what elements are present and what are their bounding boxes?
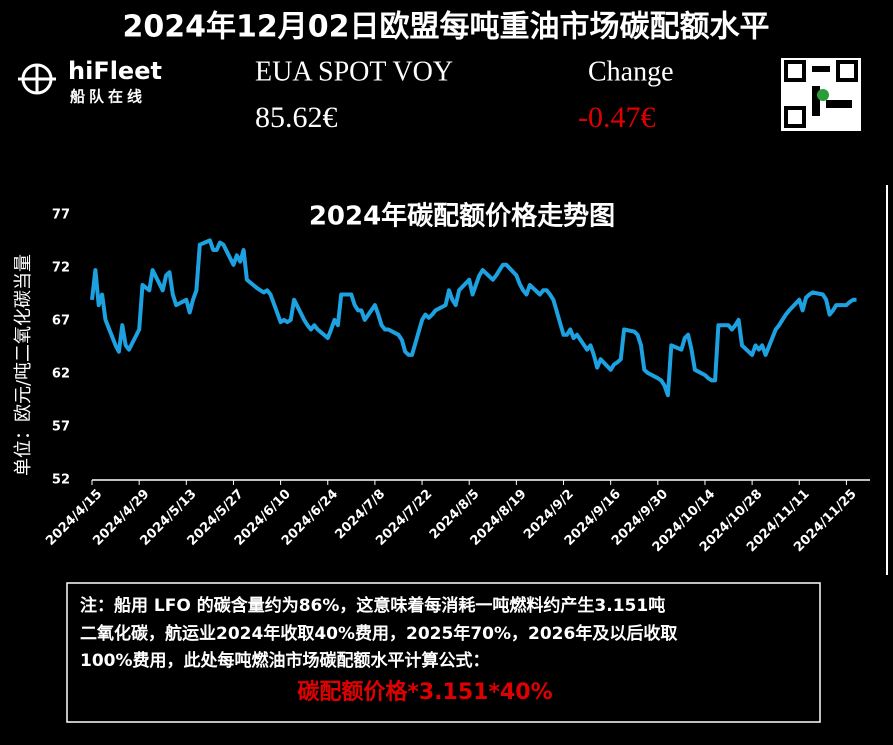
- note-line: 100%费用，此处每吨燃油市场碳配额水平计算公式：: [80, 650, 490, 671]
- chart-title: 2024年碳配额价格走势图: [309, 201, 615, 232]
- eua-label: EUA SPOT VOY: [255, 56, 453, 87]
- qr-module: [812, 86, 820, 116]
- qr-module: [826, 100, 852, 108]
- eua-price: 85.62€: [255, 101, 338, 134]
- qr-finder: [836, 60, 858, 82]
- note-line: 二氧化碳，航运业2024年收取40%费用，2025年70%，2026年及以后收取: [80, 623, 677, 644]
- y-tick-label: 57: [52, 420, 70, 435]
- note-box: [66, 582, 821, 723]
- y-tick-label: 77: [52, 208, 70, 223]
- change-label: Change: [588, 56, 674, 87]
- note-line: 注：船用 LFO 的碳含量约为86%，这意味着每消耗一吨燃料约产生3.151吨: [80, 595, 665, 616]
- y-tick-label: 52: [52, 473, 70, 488]
- y-tick-label: 67: [52, 314, 70, 329]
- note-formula: 碳配额价格*3.151*40%: [297, 679, 552, 705]
- logo-subtext: 船队在线: [70, 88, 146, 106]
- logo: hiFleet 船队在线: [18, 57, 162, 106]
- qr-module: [812, 66, 830, 72]
- y-axis-label: 单位：欧元/吨二氧化碳当量: [13, 254, 34, 476]
- y-tick-label: 62: [52, 367, 70, 382]
- y-tick-label: 72: [52, 261, 70, 276]
- qr-logo: [817, 89, 829, 101]
- change-value: -0.47€: [578, 101, 656, 134]
- page-title: 2024年12月02日欧盟每吨重油市场碳配额水平: [123, 10, 770, 45]
- qr-code: [781, 58, 861, 131]
- logo-text: hiFleet: [68, 57, 162, 85]
- qr-finder: [784, 60, 806, 82]
- qr-finder: [784, 106, 806, 128]
- data-line: [90, 238, 857, 398]
